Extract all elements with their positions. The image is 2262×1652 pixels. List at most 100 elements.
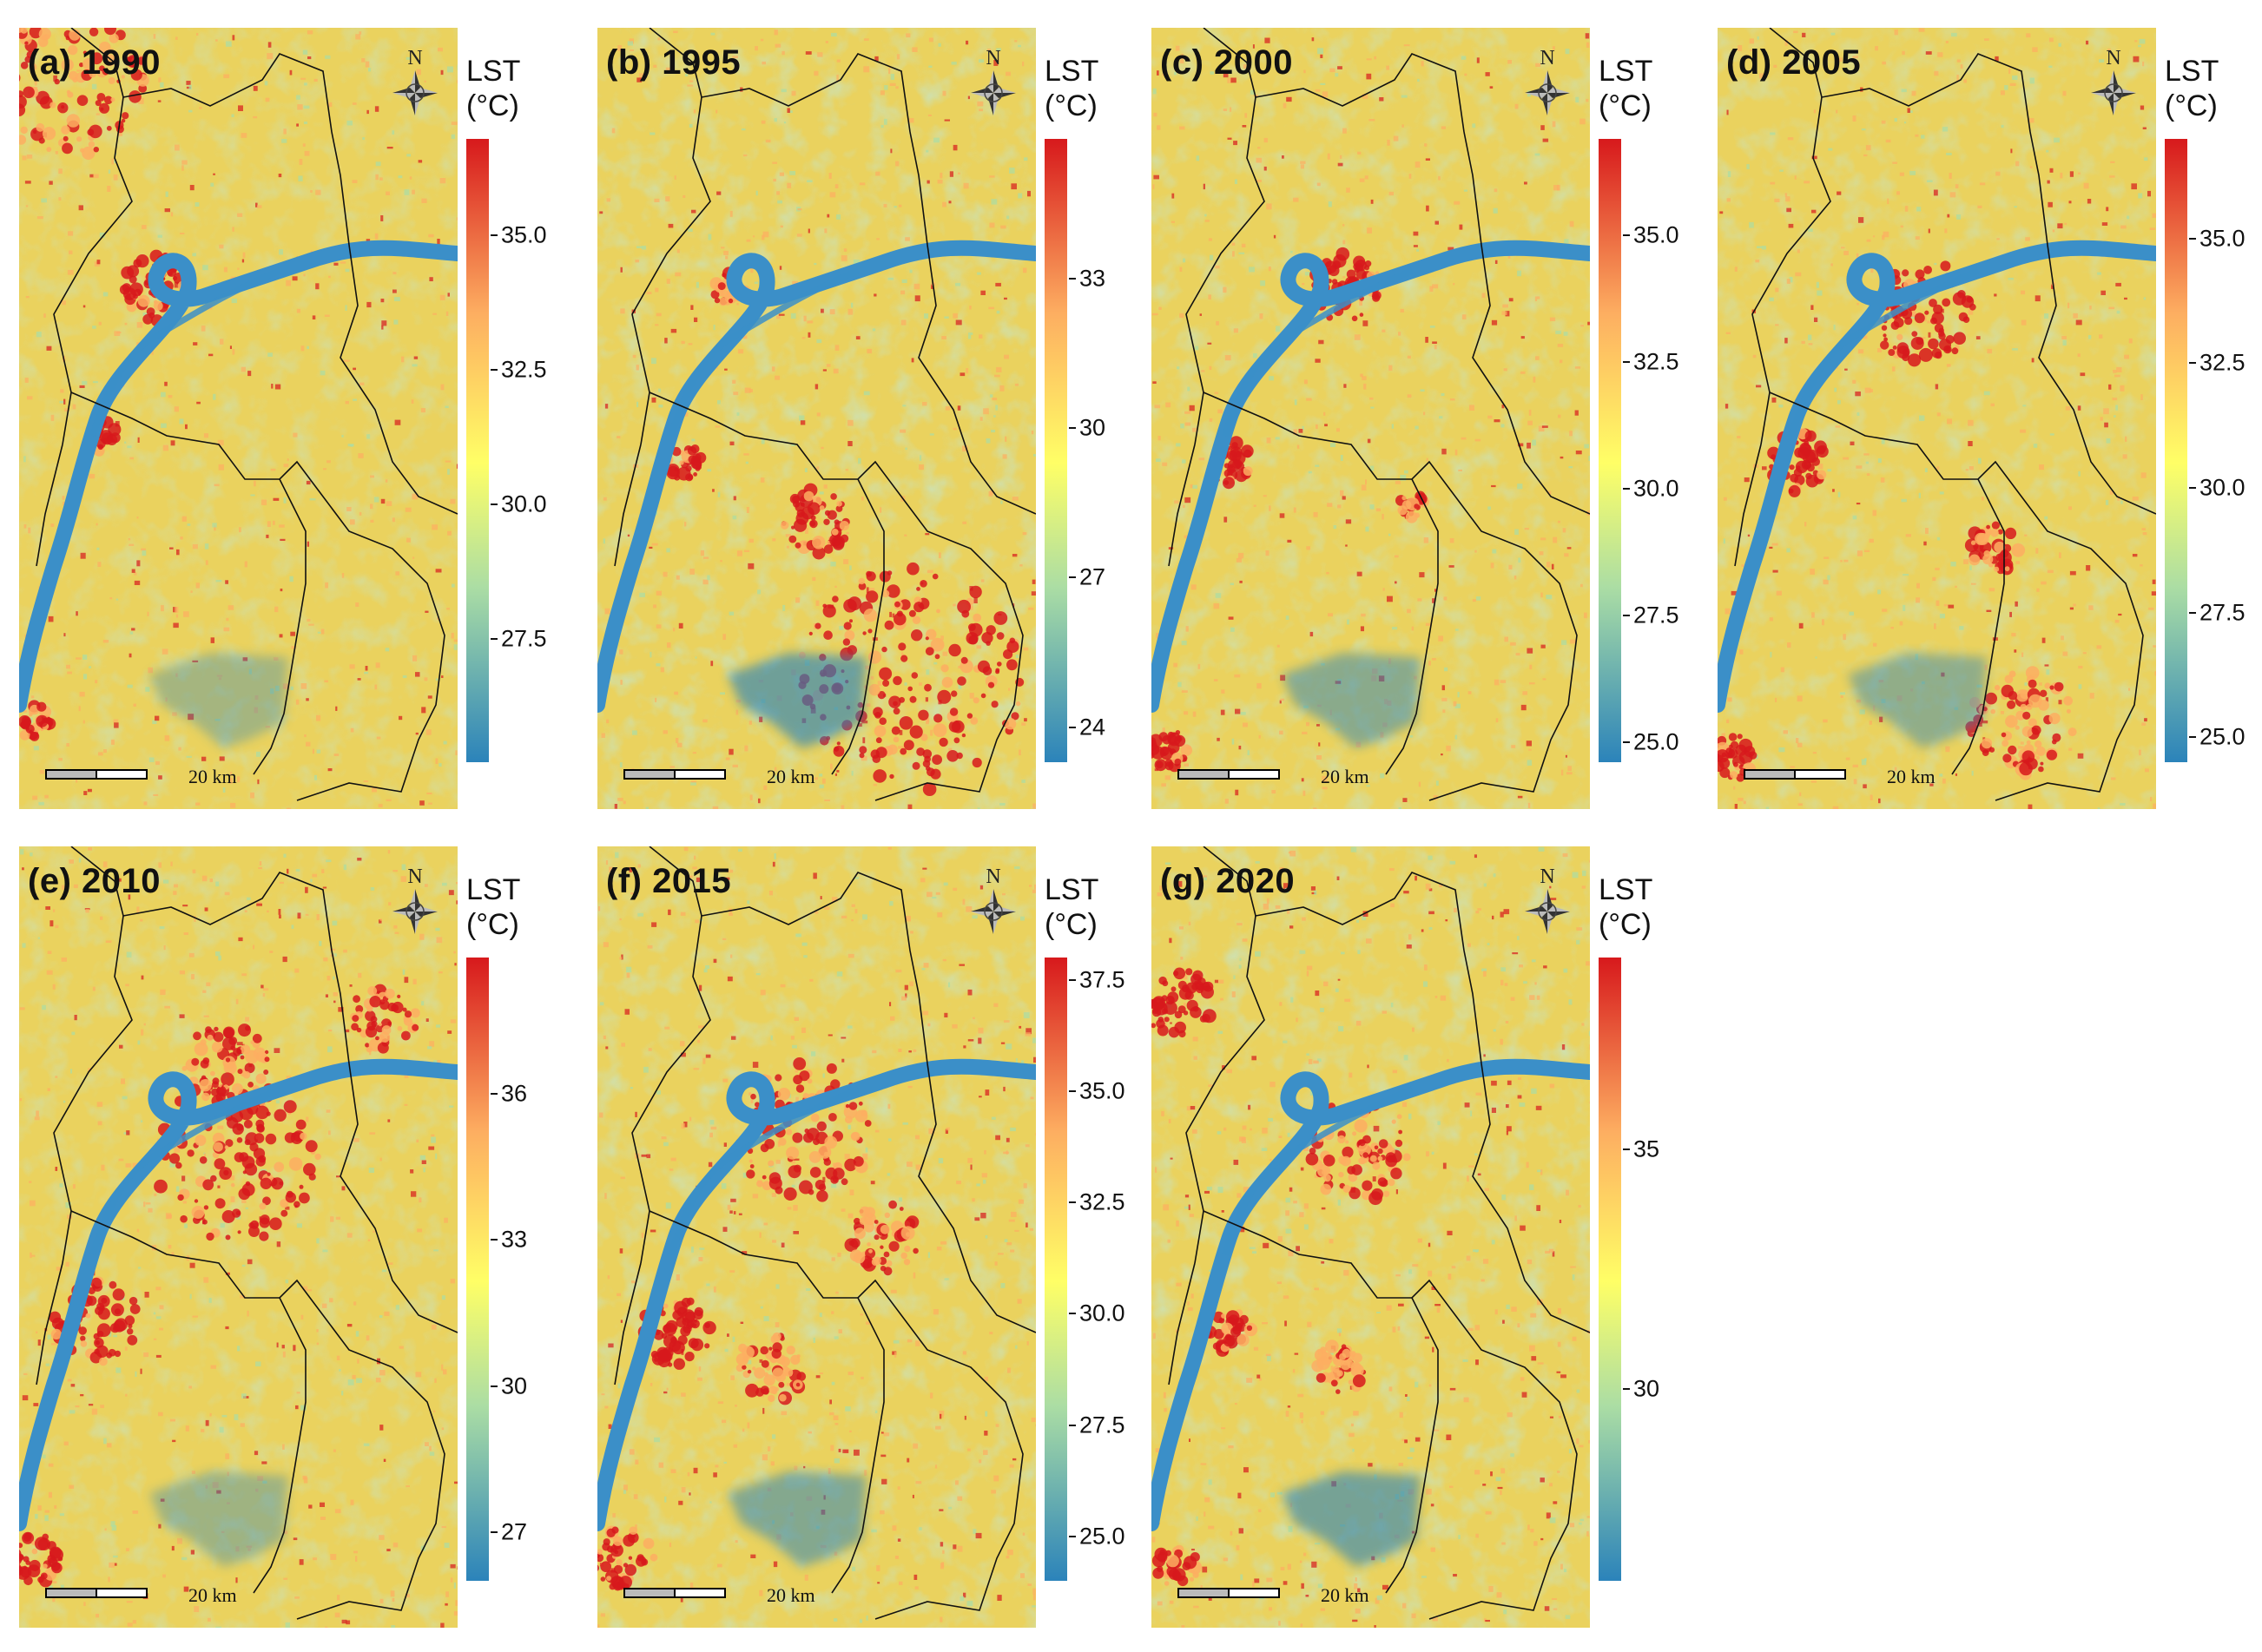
north-label: N [986, 865, 1000, 888]
color-ramp [1045, 139, 1067, 762]
legend-tick-mark [491, 637, 498, 640]
scale-label: 20 km [767, 1584, 815, 1606]
scale-label: 20 km [1887, 766, 1936, 787]
legend-tick-mark [1069, 427, 1076, 430]
map-panel-e: (e) 2010 N 20 km LST (°C) 36 33 30 27 [19, 846, 566, 1628]
legend-title-line1: LST [1599, 873, 1653, 906]
scale-bar: 20 km [1744, 762, 1969, 792]
lst-map: (e) 2010 N 20 km [19, 846, 458, 1628]
panel-title: (d) 2005 [1726, 43, 1862, 82]
map-panel-b: (b) 1995 N 20 km LST (°C) 33 30 27 24 [597, 28, 1144, 809]
legend-tick-label: 35.0 [1633, 221, 1679, 248]
legend-tick-label: 30.0 [501, 490, 547, 517]
legend-tick-mark [1623, 614, 1630, 616]
north-label: N [986, 47, 1000, 69]
legend-tick-label: 37.5 [1079, 966, 1125, 993]
legend-tick-label: 30 [501, 1372, 528, 1399]
color-legend: LST (°C) 35.0 32.5 30.0 27.5 [466, 28, 562, 809]
legend-tick-mark [491, 234, 498, 237]
legend-tick-label: 32.5 [1633, 348, 1679, 375]
lst-raster [597, 28, 1036, 809]
map-panel-g: (g) 2020 N 20 km LST (°C) 35 30 [1151, 846, 1698, 1628]
scale-label: 20 km [1321, 766, 1369, 787]
panel-title: (a) 1990 [28, 43, 161, 82]
legend-tick-mark [1623, 1148, 1630, 1150]
legend-tick-mark [491, 1530, 498, 1533]
legend-tick-mark [1069, 576, 1076, 579]
legend-tick-label: 27.5 [2199, 599, 2246, 626]
lst-raster [1151, 846, 1590, 1628]
legend-tick-mark [2189, 736, 2196, 739]
color-ramp [1599, 139, 1621, 762]
north-arrow-icon: N [966, 864, 1020, 938]
legend-tick-label: 27.5 [1079, 1412, 1125, 1438]
scale-bar: 20 km [45, 762, 271, 792]
scale-bar: 20 km [45, 1581, 271, 1610]
legend-title: LST (°C) [1045, 54, 1098, 123]
north-arrow-icon: N [2087, 45, 2140, 120]
panel-title: (f) 2015 [606, 862, 732, 900]
lst-map: (d) 2005 N 20 km [1718, 28, 2156, 809]
scale-bar: 20 km [1177, 762, 1403, 792]
color-legend: LST (°C) 37.5 35.0 32.5 30.0 27.5 25.0 [1045, 846, 1140, 1628]
legend-tick-mark [1069, 1424, 1076, 1426]
legend-title-line2: (°C) [1599, 89, 1652, 122]
legend-tick-mark [1623, 740, 1630, 743]
legend-tick-label: 35.0 [501, 221, 547, 248]
north-arrow-icon: N [388, 45, 442, 120]
panel-title: (c) 2000 [1160, 43, 1293, 82]
legend-tick-mark [1069, 726, 1076, 728]
legend-title-line2: (°C) [2165, 89, 2218, 122]
color-legend: LST (°C) 35 30 [1599, 846, 1694, 1628]
lst-raster [1151, 28, 1590, 809]
legend-tick-label: 30 [1633, 1375, 1660, 1402]
legend-title-line2: (°C) [466, 89, 519, 122]
legend-title: LST (°C) [2165, 54, 2219, 123]
legend-tick-label: 25.0 [1633, 728, 1679, 755]
legend-tick-label: 33 [501, 1226, 528, 1253]
legend-tick-label: 35.0 [2199, 225, 2246, 252]
legend-tick-mark [1069, 1535, 1076, 1537]
map-panel-f: (f) 2015 N 20 km LST (°C) 37.5 35.0 32.5 30… [597, 846, 1144, 1628]
legend-tick-label: 30.0 [2199, 474, 2246, 501]
panel-title: (g) 2020 [1160, 862, 1296, 900]
scale-label: 20 km [188, 1584, 237, 1606]
north-arrow-icon: N [966, 45, 1020, 120]
legend-tick-mark [1069, 1313, 1076, 1315]
legend-tick-label: 33 [1079, 265, 1106, 292]
legend-title-line2: (°C) [1045, 89, 1098, 122]
lst-map: (g) 2020 N 20 km [1151, 846, 1590, 1628]
legend-title: LST (°C) [1045, 872, 1098, 942]
color-legend: LST (°C) 36 33 30 27 [466, 846, 562, 1628]
lst-map: (f) 2015 N 20 km [597, 846, 1036, 1628]
legend-tick-mark [491, 369, 498, 372]
color-ramp [1599, 958, 1621, 1581]
north-label: N [407, 865, 422, 888]
color-ramp [466, 139, 489, 762]
legend-title: LST (°C) [466, 872, 520, 942]
legend-title: LST (°C) [1599, 872, 1652, 942]
legend-tick-label: 35.0 [1079, 1077, 1125, 1104]
legend-tick-mark [1623, 234, 1630, 236]
legend-tick-mark [491, 1093, 498, 1096]
legend-tick-label: 32.5 [501, 356, 547, 383]
lst-map: (a) 1990 N 20 km [19, 28, 458, 809]
scale-label: 20 km [1321, 1584, 1369, 1606]
north-label: N [407, 47, 422, 69]
legend-title-line2: (°C) [1599, 908, 1652, 941]
legend-tick-mark [2189, 362, 2196, 365]
legend-tick-label: 32.5 [2199, 349, 2246, 376]
color-ramp [1045, 958, 1067, 1581]
north-arrow-icon: N [1520, 45, 1574, 120]
legend-title-line1: LST [1599, 55, 1653, 88]
legend-tick-label: 36 [501, 1080, 528, 1107]
legend-tick-label: 35 [1633, 1135, 1660, 1162]
legend-title-line1: LST [466, 873, 521, 906]
legend-title-line2: (°C) [1045, 908, 1098, 941]
legend-tick-mark [1623, 1388, 1630, 1391]
legend-tick-label: 24 [1079, 714, 1106, 740]
legend-tick-label: 30.0 [1079, 1300, 1125, 1326]
legend-tick-label: 27.5 [501, 625, 547, 652]
color-ramp [2165, 139, 2187, 762]
legend-title-line1: LST [1045, 55, 1099, 88]
